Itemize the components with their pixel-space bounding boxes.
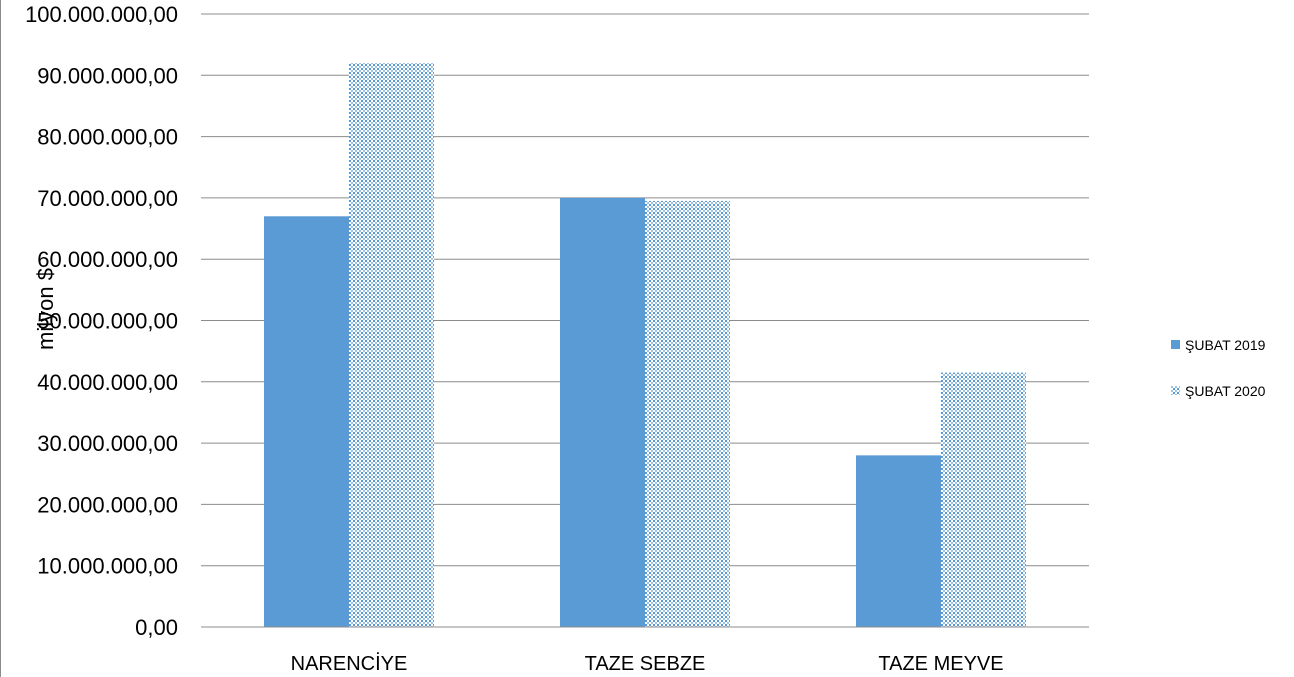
y-tick-label: 30.000.000,00 bbox=[37, 431, 178, 456]
y-tick-label: 20.000.000,00 bbox=[37, 492, 178, 517]
y-axis-tick-labels: 0,00 10.000.000,00 20.000.000,00 30.000.000… bbox=[25, 2, 178, 640]
x-tick-label: TAZE MEYVE bbox=[878, 653, 1003, 675]
bar-subat-2020 bbox=[349, 63, 434, 628]
y-tick-label: 50.000.000,00 bbox=[37, 309, 178, 334]
y-tick-label: 90.000.000,00 bbox=[37, 63, 178, 88]
y-tick-label: 0,00 bbox=[135, 615, 178, 640]
y-tick-label: 60.000.000,00 bbox=[37, 247, 178, 272]
legend-swatch bbox=[1171, 386, 1180, 395]
legend-label: ŞUBAT 2019 bbox=[1185, 337, 1266, 353]
bars bbox=[264, 63, 1026, 628]
legend-label: ŞUBAT 2020 bbox=[1185, 383, 1266, 399]
legend: ŞUBAT 2019 ŞUBAT 2020 bbox=[1171, 337, 1266, 399]
y-tick-label: 80.000.000,00 bbox=[37, 125, 178, 150]
bar-subat-2019 bbox=[856, 455, 941, 627]
x-tick-label: TAZE SEBZE bbox=[585, 653, 706, 675]
bar-subat-2020 bbox=[941, 372, 1026, 627]
bar-subat-2020 bbox=[645, 200, 730, 627]
y-tick-label: 100.000.000,00 bbox=[25, 2, 178, 27]
y-axis-title: milyon $ bbox=[33, 268, 58, 350]
bar-subat-2019 bbox=[264, 216, 349, 628]
legend-swatch bbox=[1171, 340, 1180, 349]
x-tick-label: NARENCİYE bbox=[291, 652, 408, 675]
y-tick-label: 40.000.000,00 bbox=[37, 370, 178, 395]
x-axis-category-labels: NARENCİYE TAZE SEBZE TAZE MEYVE bbox=[291, 652, 1004, 675]
bar-subat-2019 bbox=[560, 197, 645, 627]
y-tick-label: 70.000.000,00 bbox=[37, 186, 178, 211]
y-tick-label: 10.000.000,00 bbox=[37, 554, 178, 579]
